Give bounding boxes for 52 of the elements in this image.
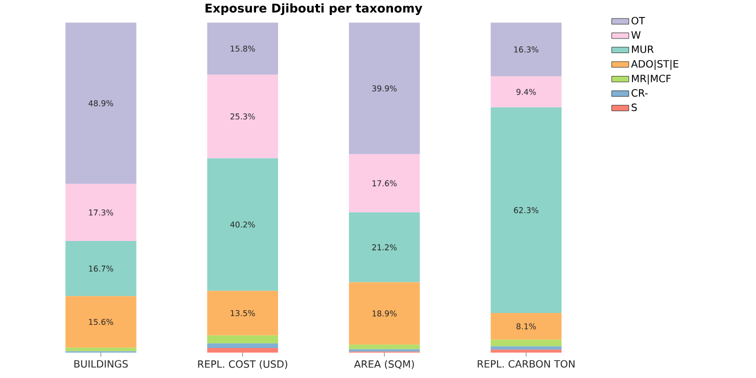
data-label: 48.9% <box>88 100 114 106</box>
bar <box>490 76 562 108</box>
bar <box>65 22 136 184</box>
bar <box>490 350 562 353</box>
legend-label: CR- <box>632 89 648 97</box>
bar <box>348 282 420 345</box>
bar <box>207 348 278 353</box>
legend-label: OT <box>632 17 646 25</box>
data-label: 16.7% <box>89 266 114 272</box>
data-label: 25.3% <box>230 114 255 120</box>
bar <box>207 336 278 344</box>
bar <box>207 74 278 158</box>
legend-label: ADO|ST|E <box>631 60 678 70</box>
x-tick-label: BUILDINGS <box>74 360 128 368</box>
legend-label: MR|MCF <box>632 74 671 85</box>
x-tick-label: AREA (SQM) <box>354 360 414 370</box>
bar <box>207 344 278 348</box>
data-label: 8.1% <box>516 324 536 330</box>
bar <box>348 154 420 213</box>
chart-title: Exposure Djibouti per taxonomy <box>206 4 422 16</box>
data-label: 15.6% <box>89 319 114 326</box>
bar <box>490 108 562 314</box>
bar <box>65 348 136 352</box>
bar <box>65 296 136 348</box>
bar <box>348 344 420 350</box>
data-label: 17.3% <box>89 210 114 216</box>
bar <box>207 158 278 292</box>
data-label: 13.5% <box>230 310 255 316</box>
bar <box>348 212 420 282</box>
bar <box>207 22 278 75</box>
x-tick-label: REPL. COST (USD) <box>198 360 288 370</box>
bar <box>65 184 136 242</box>
bar <box>490 313 562 340</box>
x-tick-label: REPL. CARBON TON <box>478 360 574 368</box>
data-label: 21.2% <box>372 244 397 251</box>
data-label: 17.6% <box>372 180 397 187</box>
bar <box>207 291 278 336</box>
data-label: 9.4% <box>516 89 536 96</box>
bar <box>490 340 562 347</box>
data-label: 18.9% <box>372 310 397 317</box>
legend-label: MUR <box>632 46 654 54</box>
bar <box>65 241 136 296</box>
data-label: 39.9% <box>372 86 397 92</box>
legend-label: S <box>632 104 637 112</box>
bar <box>490 346 562 350</box>
data-label: 62.3% <box>514 207 538 214</box>
bar <box>348 22 420 154</box>
data-label: 15.8% <box>230 46 255 52</box>
data-label: 40.2% <box>230 222 255 228</box>
data-label: 16.3% <box>514 46 538 53</box>
legend-label: W <box>631 32 641 39</box>
bar <box>490 22 562 77</box>
